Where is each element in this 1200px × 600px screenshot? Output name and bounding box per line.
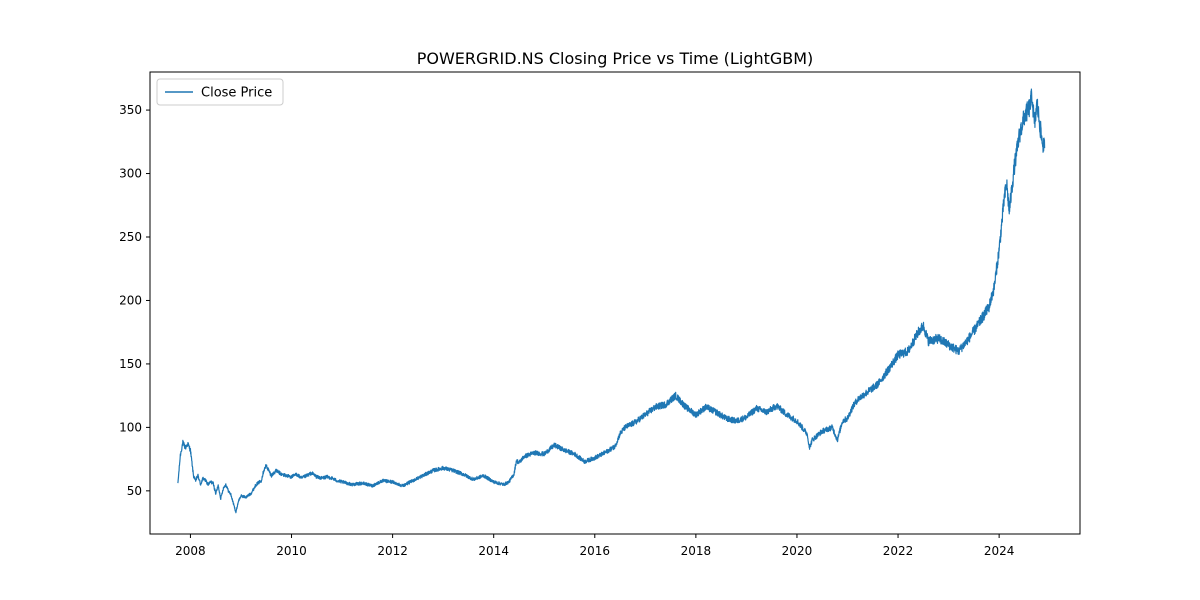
chart-title: POWERGRID.NS Closing Price vs Time (Ligh… bbox=[417, 49, 814, 68]
series-line-0 bbox=[177, 88, 1046, 514]
x-tick-label: 2020 bbox=[782, 544, 813, 558]
y-tick-label: 200 bbox=[119, 293, 142, 307]
y-tick-label: 150 bbox=[119, 357, 142, 371]
x-tick-label: 2018 bbox=[681, 544, 712, 558]
plot-frame bbox=[149, 71, 1081, 535]
x-tick-label: 2022 bbox=[883, 544, 914, 558]
y-tick-label: 300 bbox=[119, 167, 142, 181]
y-tick-label: 350 bbox=[119, 103, 142, 117]
y-axis: 50 100 150 200 250 300 350 bbox=[119, 103, 150, 498]
x-tick-label: 2008 bbox=[175, 544, 206, 558]
x-tick-label: 2010 bbox=[276, 544, 307, 558]
x-tick-label: 2012 bbox=[377, 544, 408, 558]
legend-box bbox=[156, 78, 284, 106]
x-axis: 2008 2010 2012 2014 2016 2018 2020 2022 2024 bbox=[175, 534, 1014, 558]
legend: Close Price bbox=[156, 78, 284, 106]
x-tick-label: 2016 bbox=[580, 544, 611, 558]
series-layer bbox=[177, 88, 1046, 514]
x-tick-label: 2024 bbox=[984, 544, 1015, 558]
legend-label: Close Price bbox=[201, 86, 272, 101]
y-tick-label: 250 bbox=[119, 230, 142, 244]
y-tick-label: 100 bbox=[119, 420, 142, 434]
x-tick-label: 2014 bbox=[478, 544, 509, 558]
y-tick-label: 50 bbox=[127, 484, 142, 498]
